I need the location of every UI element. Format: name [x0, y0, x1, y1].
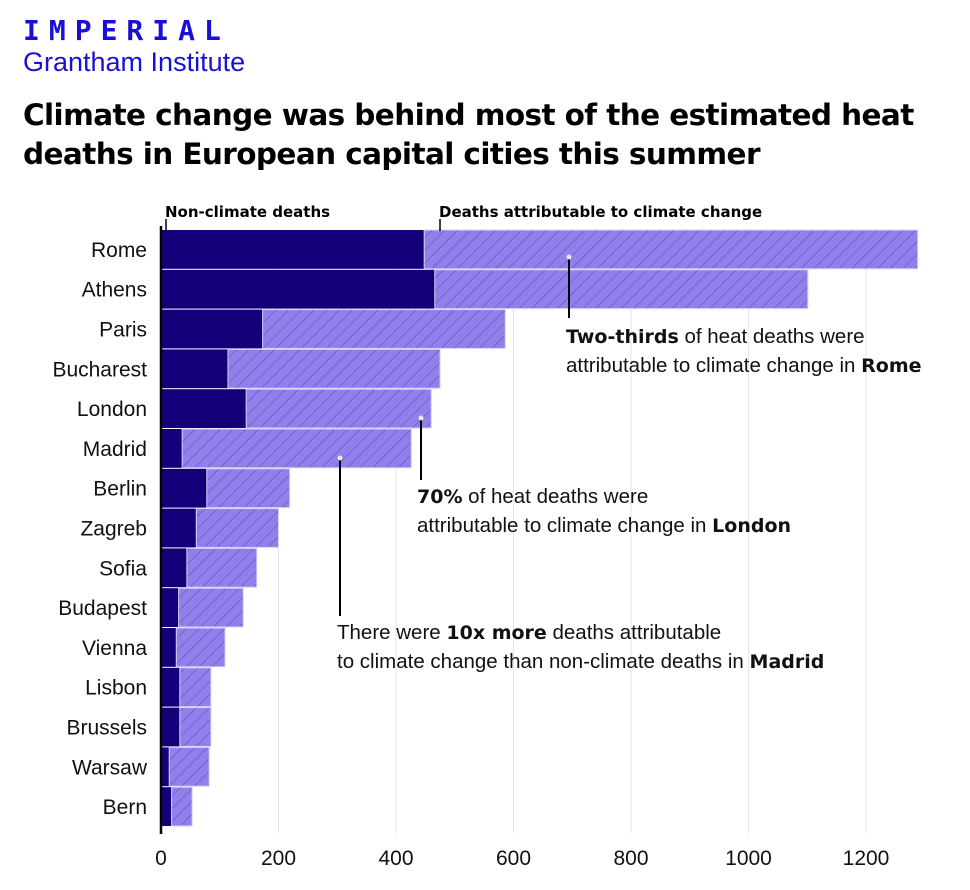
bar-climate-attributable — [171, 786, 193, 827]
bar-non-climate — [161, 628, 177, 667]
annotation-dot — [337, 455, 343, 461]
bar-non-climate — [161, 309, 263, 349]
city-label: Paris — [99, 319, 147, 342]
chart-title: Climate change was behind most of the es… — [23, 98, 914, 171]
annotation-text: Two-thirds of heat deaths were — [566, 325, 865, 348]
city-label: Madrid — [83, 438, 147, 461]
annotation-text: to climate change than non-climate death… — [337, 650, 824, 673]
annotation-segment: Rome — [861, 355, 921, 377]
x-tick-label: 400 — [378, 847, 413, 870]
city-label: Zagreb — [80, 518, 147, 541]
bar-climate-attributable — [434, 269, 809, 310]
annotation-segment: 10x more — [446, 622, 546, 644]
city-label: Bucharest — [52, 358, 147, 381]
annotation-segment: to climate change than non-climate death… — [337, 650, 750, 673]
institute-name: Grantham Institute — [23, 47, 246, 77]
annotation-text: 70% of heat deaths were — [417, 485, 648, 508]
x-tick-label: 1200 — [843, 847, 890, 870]
annotation-segment: of heat deaths were — [679, 325, 865, 348]
bar-non-climate — [161, 747, 170, 787]
city-label: Sofia — [99, 557, 147, 580]
bar-non-climate — [161, 349, 228, 389]
city-label: Budapest — [58, 597, 147, 620]
bar-non-climate — [161, 787, 172, 826]
bar-non-climate — [161, 468, 207, 508]
city-label: Berlin — [93, 478, 147, 501]
bar-non-climate — [161, 230, 425, 269]
annotation-segment: deaths attributable — [547, 621, 721, 644]
annotation-segment: of heat deaths were — [462, 485, 648, 508]
annotation-segment: Madrid — [750, 651, 825, 673]
bar-climate-attributable — [186, 547, 258, 588]
annotation-text: attributable to climate change in London — [417, 514, 791, 537]
legend-non-climate: Non-climate deaths — [165, 203, 330, 221]
bar-non-climate — [161, 548, 187, 588]
bar-non-climate — [161, 429, 183, 468]
bar-climate-attributable — [178, 587, 244, 628]
x-tick-label: 0 — [155, 847, 167, 870]
x-tick-label: 1000 — [725, 847, 772, 870]
bar-non-climate — [161, 269, 435, 309]
bar-climate-attributable — [206, 468, 291, 509]
annotation-segment: There were — [337, 621, 446, 644]
city-label: London — [77, 398, 147, 421]
bar-climate-attributable — [168, 746, 210, 787]
annotation-dot — [566, 254, 572, 260]
annotation-text: attributable to climate change in Rome — [566, 354, 922, 377]
city-label: Athens — [82, 279, 147, 302]
bar-climate-attributable — [181, 428, 412, 469]
city-label: Brussels — [66, 717, 147, 740]
bar-non-climate — [161, 588, 179, 627]
bar-non-climate — [161, 508, 197, 548]
x-tick-label: 200 — [261, 847, 296, 870]
bar-climate-attributable — [227, 348, 441, 389]
bar-non-climate — [161, 389, 247, 428]
x-tick-label: 600 — [496, 847, 531, 870]
city-label: Warsaw — [72, 756, 148, 779]
city-label: Vienna — [82, 637, 147, 660]
city-label: Rome — [91, 239, 147, 262]
annotation-text: There were 10x more deaths attributable — [337, 621, 721, 644]
imperial-logo: IMPERIAL — [23, 14, 230, 47]
annotation-segment: 70% — [417, 486, 462, 508]
bar-climate-attributable — [179, 707, 212, 747]
annotation-segment: Two-thirds — [566, 326, 679, 348]
annotation-dot — [418, 415, 424, 421]
city-label: Lisbon — [85, 677, 147, 700]
city-label: Bern — [103, 796, 147, 819]
bar-climate-attributable — [245, 388, 432, 429]
bar-climate-attributable — [195, 508, 279, 548]
bar-climate-attributable — [423, 229, 919, 270]
bar-non-climate — [161, 667, 180, 707]
bar-climate-attributable — [175, 627, 226, 668]
legend-climate: Deaths attributable to climate change — [439, 203, 762, 221]
bar-climate-attributable — [262, 309, 506, 349]
bar-climate-attributable — [179, 667, 212, 708]
bar-non-climate — [161, 707, 180, 747]
x-tick-label: 800 — [613, 847, 648, 870]
annotation-segment: attributable to climate change in — [566, 354, 861, 377]
annotation-segment: attributable to climate change in — [417, 514, 712, 537]
annotation-segment: London — [712, 515, 791, 537]
